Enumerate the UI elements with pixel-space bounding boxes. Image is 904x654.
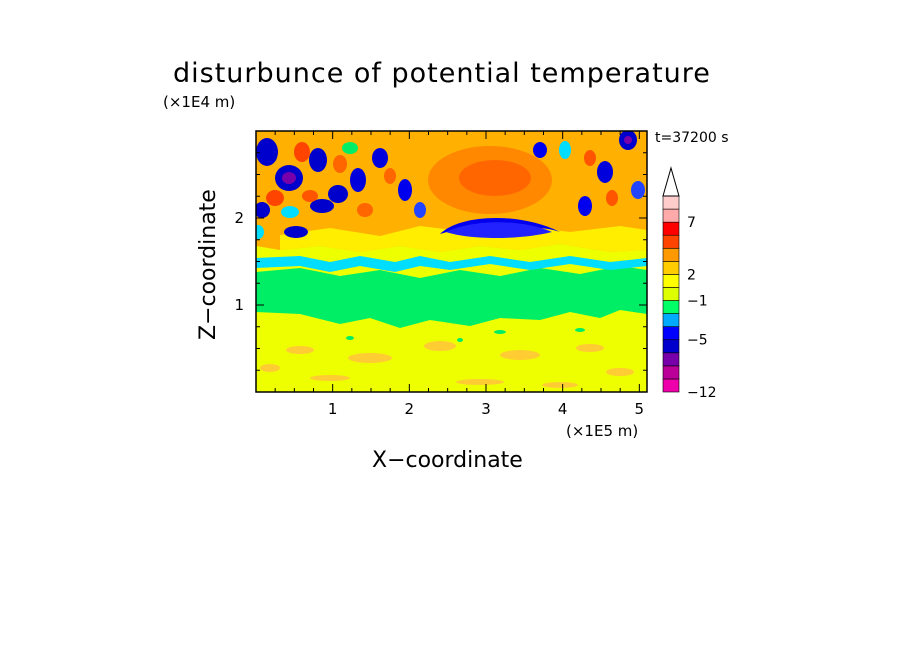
y-axis: 12	[234, 152, 647, 371]
x-tick-label: 5	[635, 400, 645, 418]
colorbar-swatch	[662, 313, 680, 327]
chart-title: disturbunce of potential temperature	[173, 58, 711, 89]
colorbar-extend-max	[662, 166, 680, 197]
contour-band-cyan	[256, 256, 647, 272]
colorbar-swatch	[662, 326, 680, 341]
colorbar-swatch	[662, 208, 680, 223]
warm-anomaly-core	[459, 160, 531, 196]
colorbar-swatch	[662, 221, 680, 236]
lower-green-specks	[346, 328, 585, 342]
y-axis-unit: (×1E4 m)	[163, 93, 236, 111]
contour-band-green-low	[256, 266, 647, 328]
x-axis-label: X−coordinate	[372, 448, 523, 473]
colorbar-swatch	[662, 195, 680, 210]
colorbar-swatch	[662, 234, 680, 249]
colorbar-swatch	[662, 365, 680, 380]
contour-field	[256, 131, 647, 392]
y-tick-label: 1	[234, 296, 244, 314]
colorbar-swatch	[662, 339, 680, 354]
wave-pattern-right	[533, 131, 645, 216]
lower-speckles	[260, 341, 634, 388]
time-label: t=37200 s	[655, 130, 729, 146]
contour-yellow-patch	[280, 226, 647, 252]
x-axis: 1 2 3 4 5	[274, 131, 645, 418]
colorbar-swatch	[662, 300, 680, 314]
colorbar-label: −1	[687, 294, 708, 310]
x-tick-label: 2	[405, 400, 415, 418]
colorbar-swatch	[662, 378, 680, 393]
colorbar-swatch	[662, 261, 680, 275]
x-tick-label: 1	[328, 400, 338, 418]
x-tick-label: 4	[558, 400, 568, 418]
y-tick-label: 2	[234, 209, 244, 227]
colorbar-swatch	[662, 274, 680, 288]
x-axis-unit: (×1E5 m)	[566, 422, 639, 440]
colorbar-swatch	[662, 247, 680, 262]
colorbar-label: 7	[687, 215, 696, 231]
wave-pattern-left	[256, 138, 426, 239]
cold-anomaly-arc-inner	[446, 222, 552, 238]
colorbar-swatch	[662, 352, 680, 367]
colorbar-label: −12	[687, 385, 717, 401]
colorbar-label: −5	[687, 333, 708, 349]
colorbar-swatch	[662, 287, 680, 301]
colorbar-label: 2	[687, 267, 696, 283]
x-tick-label: 3	[481, 400, 491, 418]
colorbar: −12−5−127	[662, 166, 717, 401]
